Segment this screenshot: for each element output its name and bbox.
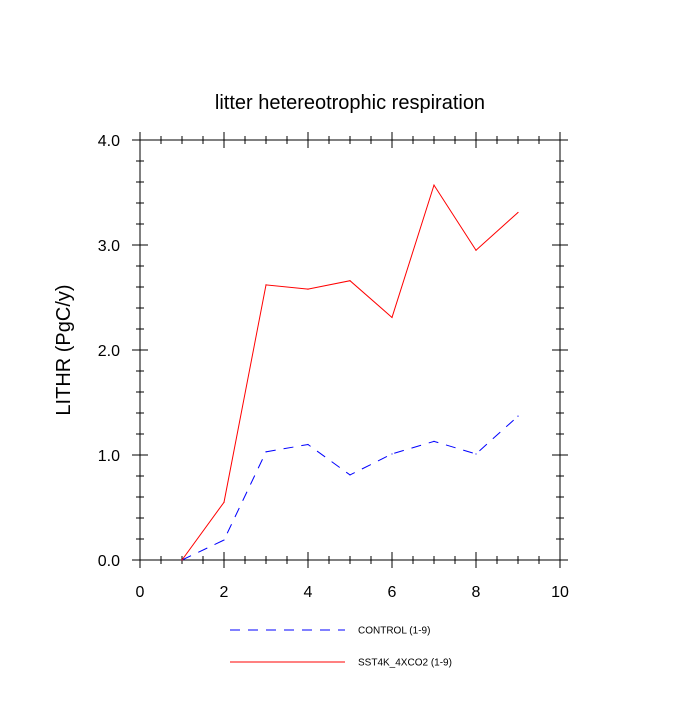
legend-label-1: SST4K_4XCO2 (1-9) [358, 658, 452, 669]
y-tick-label: 4.0 [98, 133, 120, 150]
x-tick-label: 10 [551, 584, 569, 601]
series-line-0 [181, 415, 519, 561]
x-tick-label: 4 [304, 584, 313, 601]
data-point-series-1 [475, 249, 477, 251]
y-tick-label: 3.0 [98, 238, 120, 255]
data-point-series-0 [307, 443, 309, 446]
y-tick-label: 1.0 [98, 448, 120, 465]
y-axis-label: LITHR (PgC/y) [53, 284, 75, 415]
series-line-1 [181, 183, 519, 561]
data-point-series-1 [265, 284, 267, 286]
data-point-series-0 [265, 451, 267, 453]
plot-frame [139, 139, 561, 561]
data-point-series-1 [307, 288, 309, 290]
chart-title: litter hetereotrophic respiration [215, 92, 485, 114]
x-tick-label: 0 [136, 584, 145, 601]
data-point-series-0 [433, 440, 435, 442]
x-tick-label: 8 [472, 584, 481, 601]
legend: CONTROL (1-9) SST4K_4XCO2 (1-9) [230, 626, 452, 669]
y-tick-label: 2.0 [98, 343, 120, 360]
x-tick-label: 2 [220, 584, 229, 601]
data-point-series-1 [181, 559, 183, 561]
data-point-series-1 [433, 184, 435, 186]
data-point-series-0 [223, 539, 225, 541]
y-tick-label: 0.0 [98, 553, 120, 570]
data-point-series-0 [475, 453, 477, 455]
data-point-series-0 [391, 453, 393, 455]
data-point-series-1 [349, 280, 351, 282]
data-point-series-0 [517, 415, 519, 417]
data-point-series-1 [517, 211, 519, 214]
data-point-series-0 [349, 474, 351, 476]
x-tick-label: 6 [388, 584, 397, 601]
legend-label-0: CONTROL (1-9) [358, 626, 430, 637]
data-point-series-1 [391, 316, 393, 319]
data-point-series-1 [223, 501, 225, 503]
plot-area: 0 2 4 6 8 10 0.0 1.0 2.0 3.0 4.0 [98, 132, 569, 601]
